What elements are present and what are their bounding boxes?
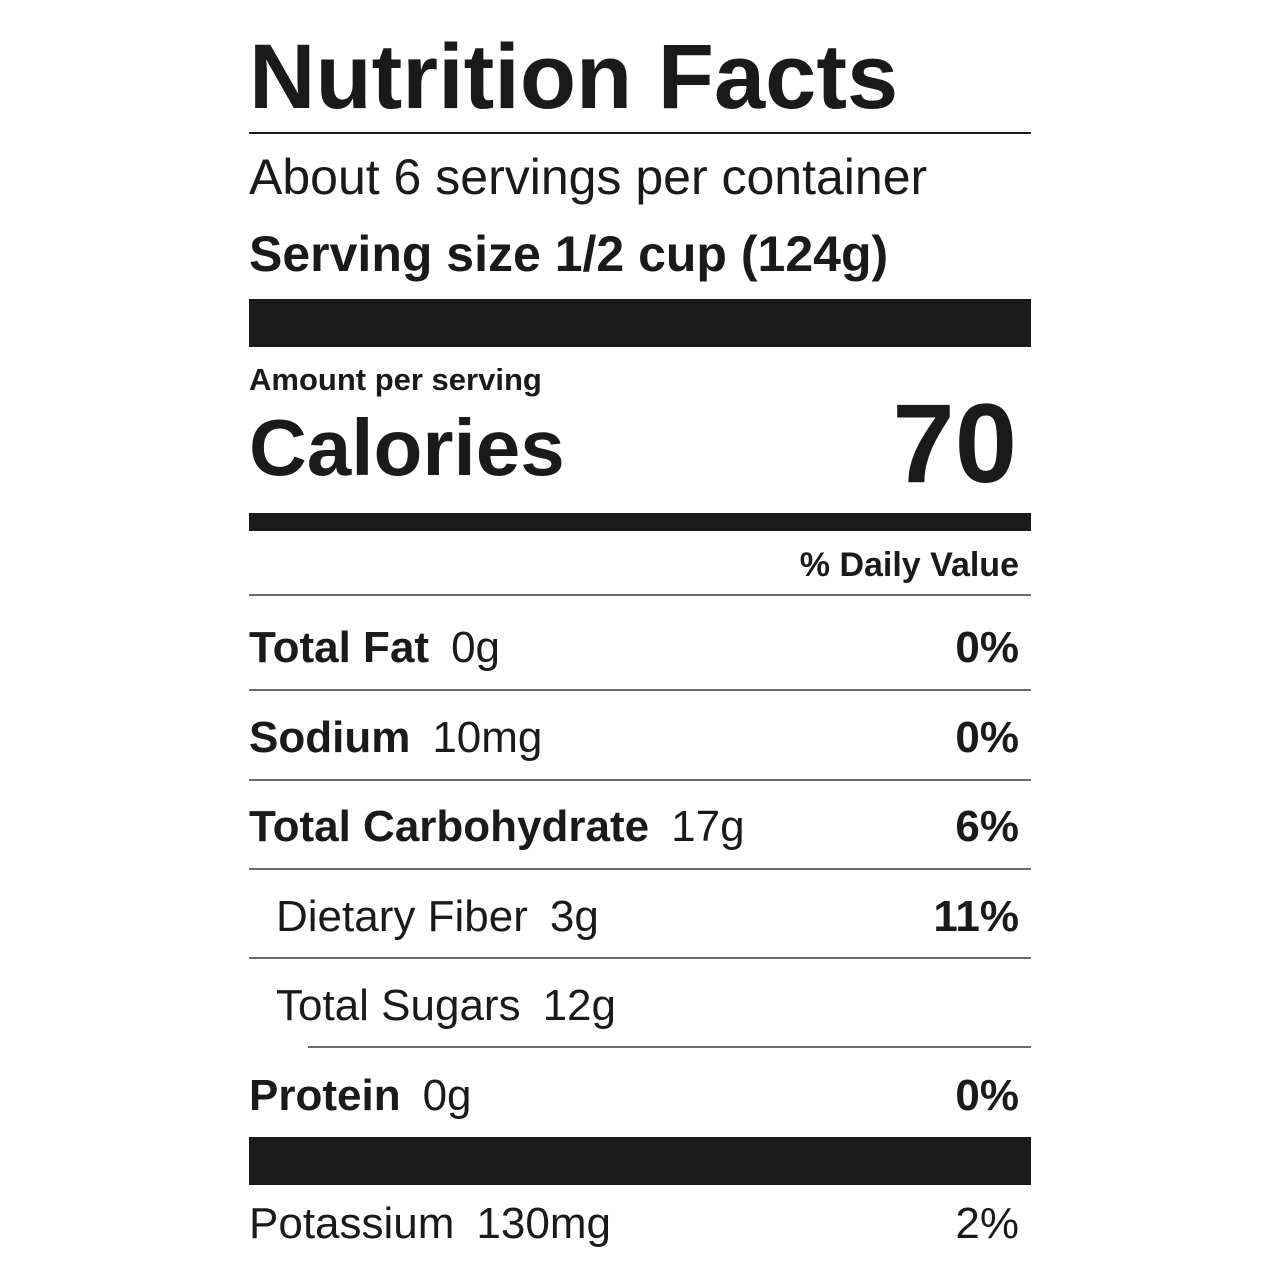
row-divider — [249, 779, 1031, 781]
nutrient-daily-value: 11% — [933, 892, 1019, 941]
nutrient-row-sodium: Sodium 10mg 0% — [249, 694, 1031, 782]
nutrient-name: Total Carbohydrate — [249, 802, 650, 851]
nutrient-daily-value: 0% — [955, 623, 1019, 672]
calories-label: Calories — [249, 403, 565, 492]
row-divider — [249, 957, 1031, 959]
daily-value-header: % Daily Value — [249, 540, 1031, 590]
nutrient-name: Dietary Fiber — [276, 892, 528, 941]
nutrient-row-potassium: Potassium 130mg 2% — [249, 1180, 1031, 1268]
nutrient-row-protein: Protein 0g 0% — [249, 1052, 1031, 1140]
title-divider — [249, 132, 1031, 134]
daily-value-header-text: % Daily Value — [799, 546, 1019, 584]
nutrient-name: Total Fat — [249, 623, 430, 672]
nutrient-name: Potassium — [249, 1199, 455, 1248]
nutrient-amount: 0g — [422, 1071, 472, 1120]
nutrient-row-total-fat: Total Fat 0g 0% — [249, 604, 1031, 692]
nutrient-daily-value: 0% — [955, 1071, 1019, 1120]
nutrient-daily-value: 6% — [955, 802, 1019, 851]
nutrient-name: Sodium — [249, 713, 411, 762]
nutrient-daily-value: 2% — [955, 1199, 1019, 1248]
nutrient-row-total-sugars: Total Sugars 12g — [249, 962, 1031, 1050]
label-title: Nutrition Facts — [249, 26, 899, 128]
row-divider — [249, 689, 1031, 691]
nutrient-name: Total Sugars — [276, 981, 521, 1030]
thick-divider-top — [249, 299, 1031, 347]
serving-size: Serving size 1/2 cup (124g) — [249, 226, 889, 282]
nutrition-facts-label: Nutrition Facts About 6 servings per con… — [249, 0, 1031, 1280]
amount-per-serving: Amount per serving — [249, 362, 542, 397]
nutrient-name: Protein — [249, 1071, 401, 1120]
nutrient-amount: 17g — [671, 802, 745, 851]
nutrient-amount: 3g — [549, 892, 599, 941]
calories-value: 70 — [892, 381, 1017, 506]
thick-divider-bottom — [249, 1137, 1031, 1185]
calories-divider — [249, 513, 1031, 531]
row-divider — [249, 594, 1031, 596]
calories-row: Calories 70 — [249, 384, 1031, 504]
nutrient-row-total-carbohydrate: Total Carbohydrate 17g 6% — [249, 783, 1031, 871]
nutrient-amount: 12g — [542, 981, 616, 1030]
nutrient-amount: 130mg — [476, 1199, 611, 1248]
nutrient-row-dietary-fiber: Dietary Fiber 3g 11% — [249, 873, 1031, 961]
nutrient-amount: 10mg — [432, 713, 543, 762]
row-divider — [249, 868, 1031, 870]
servings-per-container: About 6 servings per container — [249, 149, 928, 205]
nutrient-amount: 0g — [451, 623, 501, 672]
row-divider-indented — [308, 1046, 1031, 1048]
nutrient-daily-value: 0% — [955, 713, 1019, 762]
